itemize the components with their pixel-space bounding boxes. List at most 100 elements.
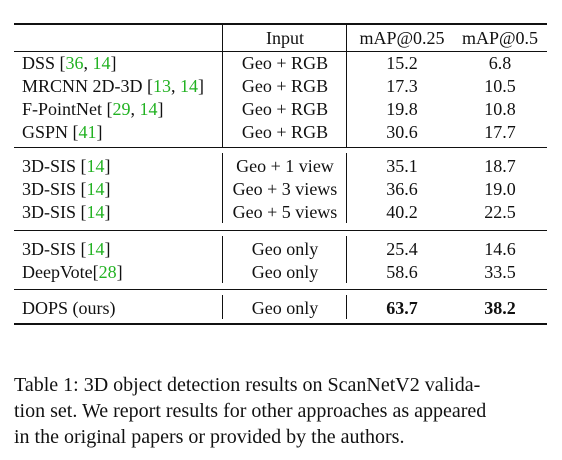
table-group-rule bbox=[14, 230, 547, 231]
table-row-method: 3D-SIS [14] bbox=[22, 238, 111, 260]
method-name: GSPN bbox=[22, 122, 73, 142]
table-row-input: Geo + 3 views bbox=[232, 179, 338, 199]
table-row-method: MRCNN 2D-3D [13, 14] bbox=[22, 75, 204, 97]
table-row-input: Geo + RGB bbox=[241, 53, 329, 73]
table-row-method: GSPN [41] bbox=[22, 121, 103, 143]
method-name: 3D-SIS bbox=[22, 202, 81, 222]
table-row-map5: 10.8 bbox=[484, 99, 516, 119]
citation-bracket: [ bbox=[80, 156, 87, 176]
column-divider bbox=[222, 236, 223, 283]
method-name: 3D-SIS bbox=[22, 179, 81, 199]
table-row-map25: 36.6 bbox=[386, 179, 418, 199]
citation-link[interactable]: 28 bbox=[98, 262, 117, 282]
citation-link[interactable]: 36 bbox=[65, 53, 84, 73]
method-name: F-PointNet bbox=[22, 99, 107, 119]
citation-link[interactable]: 14 bbox=[92, 53, 111, 73]
header-map5: mAP@0.5 bbox=[461, 28, 539, 48]
header-map25: mAP@0.25 bbox=[359, 28, 445, 48]
citation-bracket: [ bbox=[147, 76, 154, 96]
citation-link[interactable]: 41 bbox=[78, 122, 97, 142]
table-row-input: Geo only bbox=[251, 239, 319, 259]
citation-link[interactable]: 14 bbox=[86, 156, 105, 176]
citation-link[interactable]: 14 bbox=[86, 202, 105, 222]
table-row-map5: 33.5 bbox=[484, 262, 516, 282]
citation-bracket: [ bbox=[106, 99, 113, 119]
table-row-map5: 22.5 bbox=[484, 202, 516, 222]
table-caption: Table 1: 3D object detection results on … bbox=[14, 372, 550, 450]
citation-bracket: ] bbox=[157, 99, 164, 119]
citation-bracket: ] bbox=[110, 53, 117, 73]
table-row-map25: 30.6 bbox=[386, 122, 418, 142]
table-row-input: Geo + RGB bbox=[241, 99, 329, 119]
table-row-map25: 58.6 bbox=[386, 262, 418, 282]
table-header-rule bbox=[14, 51, 547, 52]
table-row-map5: 19.0 bbox=[484, 179, 516, 199]
citation-bracket: ] bbox=[104, 156, 111, 176]
citation-bracket: ] bbox=[198, 76, 205, 96]
citation-link[interactable]: 14 bbox=[180, 76, 199, 96]
column-divider bbox=[222, 295, 223, 319]
table-top-rule bbox=[14, 23, 547, 25]
header-input: Input bbox=[266, 28, 304, 48]
citation-bracket: ] bbox=[104, 239, 111, 259]
table-row-method: 3D-SIS [14] bbox=[22, 155, 111, 177]
citation-bracket: [ bbox=[80, 179, 87, 199]
table-row-input: Geo only bbox=[251, 262, 319, 282]
citation-separator: , bbox=[130, 99, 140, 119]
table-row-map5: 6.8 bbox=[488, 53, 512, 73]
column-divider bbox=[346, 236, 347, 283]
table-row-map25: 40.2 bbox=[386, 202, 418, 222]
column-divider bbox=[222, 25, 223, 148]
table-row-map25: 25.4 bbox=[386, 239, 418, 259]
table-group-rule bbox=[14, 289, 547, 290]
table-row-map25: 19.8 bbox=[386, 99, 418, 119]
column-divider bbox=[346, 25, 347, 148]
method-name: 3D-SIS bbox=[22, 239, 81, 259]
citation-bracket: ] bbox=[116, 262, 123, 282]
caption-line: Table 1: 3D object detection results on … bbox=[14, 374, 481, 396]
citation-link[interactable]: 29 bbox=[112, 99, 131, 119]
citation-link[interactable]: 13 bbox=[153, 76, 172, 96]
method-name: DSS bbox=[22, 53, 60, 73]
table-row-method: 3D-SIS [14] bbox=[22, 178, 111, 200]
column-divider bbox=[346, 295, 347, 319]
citation-bracket: ] bbox=[96, 122, 103, 142]
citation-bracket: [ bbox=[80, 239, 87, 259]
table-row-input: Geo only bbox=[251, 298, 319, 318]
caption-line: tion set. We report results for other ap… bbox=[14, 400, 487, 422]
table-row-method: 3D-SIS [14] bbox=[22, 201, 111, 223]
column-divider bbox=[222, 153, 223, 223]
table-group-rule bbox=[14, 147, 547, 148]
citation-bracket: ] bbox=[104, 202, 111, 222]
table-row-input: Geo + RGB bbox=[241, 76, 329, 96]
method-name: MRCNN 2D-3D bbox=[22, 76, 148, 96]
table-row-map5: 18.7 bbox=[484, 156, 516, 176]
table-row-input: Geo + RGB bbox=[241, 122, 329, 142]
table-row-input: Geo + 1 view bbox=[236, 156, 334, 176]
citation-link[interactable]: 14 bbox=[86, 239, 105, 259]
table-row-map25: 35.1 bbox=[386, 156, 418, 176]
method-name: DeepVote bbox=[22, 262, 93, 282]
table-row-map5: 14.6 bbox=[484, 239, 516, 259]
table-row-method: DSS [36, 14] bbox=[22, 52, 117, 74]
citation-separator: , bbox=[171, 76, 181, 96]
table-row-map25: 17.3 bbox=[386, 76, 418, 96]
table-row-map5-best: 38.2 bbox=[484, 298, 516, 318]
method-name: 3D-SIS bbox=[22, 156, 81, 176]
table-row-map25: 15.2 bbox=[386, 53, 418, 73]
citation-bracket: [ bbox=[80, 202, 87, 222]
citation-link[interactable]: 14 bbox=[139, 99, 158, 119]
citation-bracket: [ bbox=[59, 53, 66, 73]
citation-bracket: ] bbox=[104, 179, 111, 199]
table-bottom-rule bbox=[14, 323, 547, 325]
table-row-input: Geo + 5 views bbox=[232, 202, 338, 222]
table-row-map5: 17.7 bbox=[484, 122, 516, 142]
citation-bracket: [ bbox=[72, 122, 79, 142]
citation-separator: , bbox=[83, 53, 93, 73]
table-row-map5: 10.5 bbox=[484, 76, 516, 96]
column-divider bbox=[346, 153, 347, 223]
citation-link[interactable]: 14 bbox=[86, 179, 105, 199]
table-row-map25-best: 63.7 bbox=[386, 298, 418, 318]
citation-bracket: [ bbox=[92, 262, 99, 282]
table-row-method: DeepVote[28] bbox=[22, 261, 123, 283]
